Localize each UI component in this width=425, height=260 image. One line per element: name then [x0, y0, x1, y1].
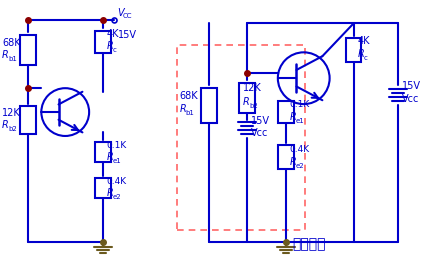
Text: R: R: [2, 50, 9, 60]
Text: 0.1K: 0.1K: [107, 141, 127, 150]
Bar: [20, 106, 36, 134]
Text: R: R: [107, 152, 113, 162]
Bar: [95, 178, 110, 198]
Text: R: R: [2, 120, 9, 130]
Bar: [177, 45, 305, 230]
Text: 0.4K: 0.4K: [107, 177, 127, 186]
Text: 68K: 68K: [179, 91, 198, 101]
Text: R: R: [179, 104, 186, 114]
Text: R: R: [357, 49, 364, 59]
Text: 0.4K: 0.4K: [290, 145, 310, 154]
Bar: [20, 35, 36, 65]
Bar: [95, 142, 110, 162]
Text: Vcc: Vcc: [251, 128, 268, 138]
Bar: [201, 88, 217, 122]
Text: 15V: 15V: [117, 30, 136, 40]
Text: b1: b1: [185, 110, 194, 116]
Text: e1: e1: [113, 158, 121, 164]
Text: 68K: 68K: [2, 38, 21, 48]
Text: 15V: 15V: [402, 81, 421, 91]
Bar: [95, 31, 110, 53]
Text: 直流通路: 直流通路: [292, 237, 326, 251]
Text: 12K: 12K: [2, 108, 21, 118]
Bar: [239, 83, 255, 113]
Text: 4K: 4K: [107, 29, 119, 39]
Text: e2: e2: [113, 194, 121, 200]
Text: b1: b1: [8, 56, 17, 62]
Text: CC: CC: [122, 14, 132, 20]
Text: R: R: [243, 97, 250, 107]
Text: 12K: 12K: [243, 83, 262, 93]
Text: c: c: [363, 55, 367, 61]
Text: R: R: [107, 188, 113, 198]
Text: e2: e2: [296, 163, 304, 169]
Text: 15V: 15V: [251, 116, 270, 126]
Bar: [346, 38, 362, 62]
Bar: [278, 145, 294, 169]
Bar: [278, 101, 294, 123]
Text: 4K: 4K: [357, 36, 370, 46]
Text: 0.1K: 0.1K: [290, 100, 310, 109]
Text: V: V: [117, 9, 124, 18]
Text: R: R: [290, 112, 297, 122]
Text: b2: b2: [8, 126, 17, 132]
Text: e1: e1: [296, 118, 305, 124]
Text: b2: b2: [249, 103, 258, 109]
Text: R: R: [107, 41, 113, 51]
Text: c: c: [113, 47, 116, 53]
Text: Vcc: Vcc: [402, 94, 420, 104]
Text: R: R: [290, 157, 297, 167]
